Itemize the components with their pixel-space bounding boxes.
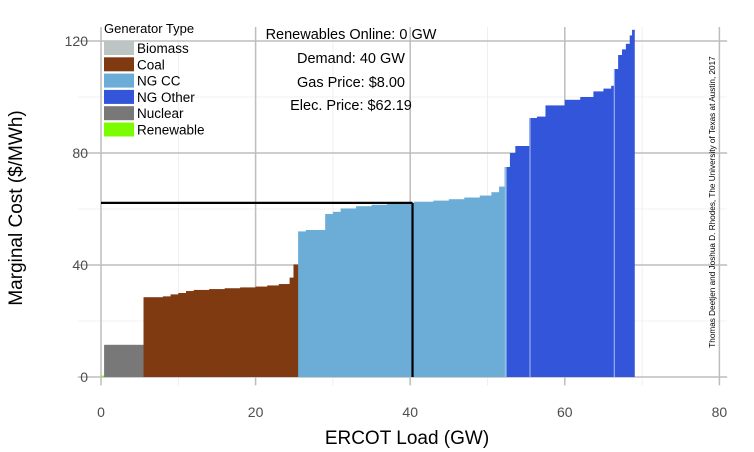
supply-segments <box>101 29 635 378</box>
supply-segment <box>240 287 256 377</box>
supply-segment <box>479 195 492 377</box>
legend-label: Nuclear <box>137 106 184 121</box>
x-tick-label: 60 <box>557 404 573 420</box>
legend-item: Biomass <box>104 41 189 56</box>
supply-segment <box>504 167 508 377</box>
legend-swatch <box>104 89 134 104</box>
supply-segment <box>224 288 241 377</box>
supply-segment <box>491 192 500 377</box>
legend-item: NG CC <box>104 73 181 89</box>
supply-segment <box>536 116 546 377</box>
supply-segment <box>255 286 268 377</box>
supply-segment <box>193 289 210 377</box>
supply-segment <box>387 202 415 377</box>
supply-segment <box>293 264 299 377</box>
supply-segment <box>529 118 538 377</box>
supply-segment <box>325 214 334 377</box>
x-tick-label: 40 <box>402 404 418 420</box>
supply-segment <box>356 206 372 377</box>
x-tick-label: 0 <box>97 404 105 420</box>
supply-segment <box>371 204 388 377</box>
y-axis-title: Marginal Cost ($/MWh) <box>6 110 27 305</box>
legend-item: Nuclear <box>104 106 184 121</box>
supply-segment <box>509 153 516 377</box>
supply-segment <box>178 293 187 377</box>
renewables-online-label: Renewables Online: 0 GW <box>266 27 437 43</box>
legend-swatch <box>104 106 134 121</box>
demand-label: Demand: 40 GW <box>297 51 405 67</box>
legend-swatch <box>104 41 134 55</box>
legend-item: NG Other <box>104 89 195 105</box>
supply-segment <box>464 197 481 377</box>
legend-item: Coal <box>104 57 165 72</box>
supply-segment <box>186 291 195 377</box>
supply-segment <box>143 297 164 377</box>
supply-segment <box>611 85 615 378</box>
elec-price-label: Elec. Price: $62.19 <box>290 98 412 114</box>
supply-segment <box>298 231 307 377</box>
segment-dividers <box>504 69 615 377</box>
supply-segment <box>515 146 530 377</box>
legend-swatch <box>104 122 134 137</box>
supply-segment <box>625 43 631 378</box>
legend-title: Generator Type <box>104 21 194 36</box>
supply-segment <box>618 55 623 377</box>
supply-segment <box>209 289 226 377</box>
axis-ticks: 0 20 40 60 80 0 40 80 120 <box>65 33 728 420</box>
y-tick-label: 120 <box>65 33 89 49</box>
supply-segment <box>629 35 633 378</box>
supply-segment <box>433 200 450 377</box>
legend-item: Renewable <box>104 122 205 138</box>
supply-segment <box>632 29 635 378</box>
supply-segment <box>506 167 511 377</box>
supply-segment <box>101 375 105 377</box>
author-credit: Thomas Deetjen and Joshua D. Rhodes, The… <box>708 56 717 348</box>
supply-segment <box>414 201 434 377</box>
info-box: Renewables Online: 0 GW Demand: 40 GW Ga… <box>266 27 437 114</box>
supply-segment <box>603 88 612 377</box>
x-axis-title: ERCOT Load (GW) <box>325 428 489 449</box>
supply-segment <box>104 344 144 377</box>
supply-segment <box>622 49 627 378</box>
supply-segment <box>593 91 604 378</box>
supply-segment <box>340 208 357 377</box>
demand-marker <box>101 201 414 377</box>
legend-label: Renewable <box>137 123 205 138</box>
supply-segment <box>545 105 566 378</box>
legend-label: Biomass <box>137 41 189 56</box>
supply-segment <box>267 285 280 377</box>
legend-swatch <box>104 73 134 88</box>
x-tick-label: 80 <box>712 404 728 420</box>
legend-label: NG CC <box>137 74 181 89</box>
legend-label: NG Other <box>137 90 195 105</box>
supply-segment <box>448 199 465 377</box>
y-tick-label: 80 <box>72 145 88 161</box>
legend-swatch <box>104 57 134 72</box>
supply-segment <box>170 294 179 377</box>
gas-price-label: Gas Price: $8.00 <box>297 75 405 91</box>
y-tick-label: 40 <box>72 257 88 273</box>
y-tick-label: 0 <box>80 369 88 385</box>
supply-segment <box>332 211 342 377</box>
supply-segment <box>614 69 619 377</box>
supply-segment <box>499 186 505 377</box>
x-tick-label: 20 <box>248 404 264 420</box>
supply-segment <box>305 230 326 377</box>
supply-segment <box>278 284 291 377</box>
supply-segment <box>580 97 594 377</box>
supply-segment <box>289 277 294 377</box>
supply-segment <box>564 99 581 378</box>
legend-label: Coal <box>137 57 165 72</box>
supply-segment <box>162 296 171 377</box>
